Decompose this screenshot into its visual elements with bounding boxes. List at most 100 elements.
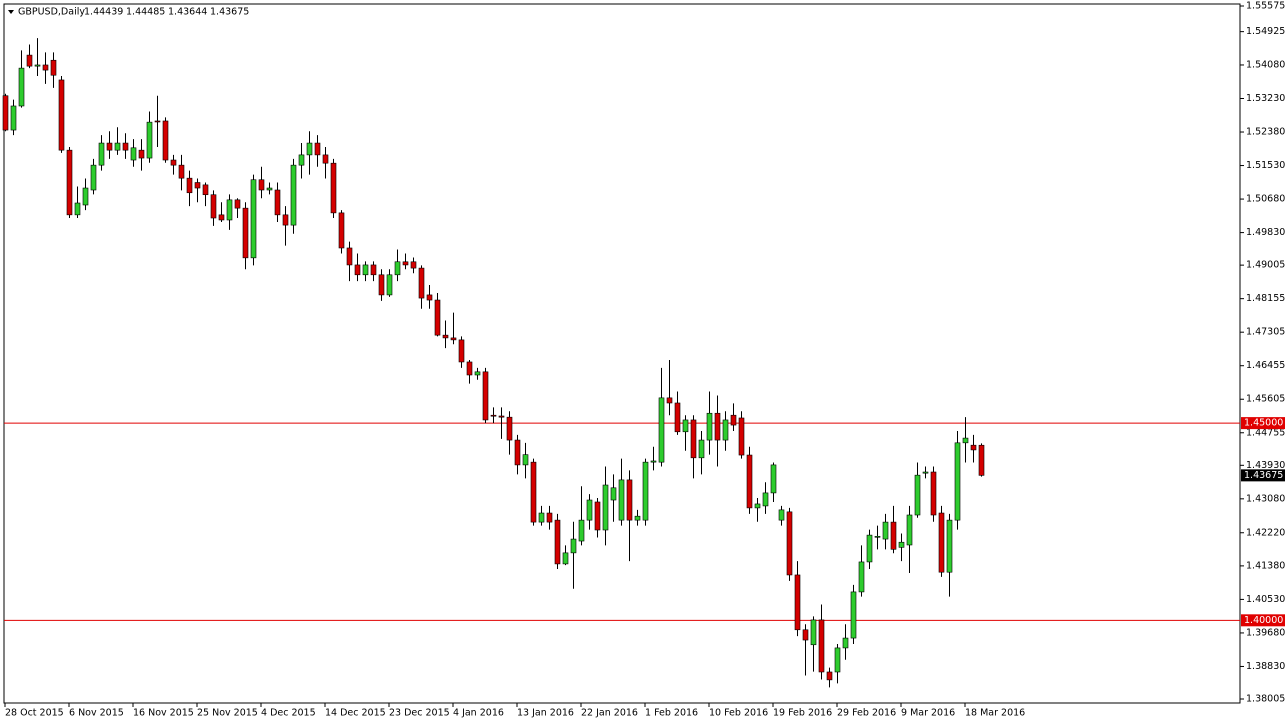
candle-body xyxy=(2,95,9,131)
y-tick-label: 1.49830 xyxy=(1246,227,1285,238)
candle-body xyxy=(754,503,761,509)
x-tick-label: 9 Mar 2016 xyxy=(901,708,955,719)
candle-body xyxy=(386,274,393,296)
candle-body xyxy=(274,189,281,216)
candle-body xyxy=(154,120,161,123)
candle-body xyxy=(882,521,889,540)
candle-body xyxy=(74,202,81,216)
candle-body xyxy=(258,179,265,191)
candle-body xyxy=(522,454,529,466)
candle-body xyxy=(874,536,881,538)
candle-body xyxy=(642,461,649,521)
menu-arrow[interactable] xyxy=(8,10,14,14)
candle-body xyxy=(786,511,793,576)
x-tick-label: 10 Feb 2016 xyxy=(709,708,768,719)
candle-body xyxy=(698,439,705,459)
candle-body xyxy=(162,120,169,161)
candle-body xyxy=(810,619,817,646)
candle-body xyxy=(250,179,257,259)
header-open: 1.44439 xyxy=(84,7,123,18)
candle-body xyxy=(202,184,209,196)
candle-body xyxy=(946,519,953,573)
candle-body xyxy=(394,261,401,276)
candle-body xyxy=(482,371,489,421)
candle-body xyxy=(42,64,49,71)
candle-body xyxy=(282,214,289,226)
y-tick-label: 1.40530 xyxy=(1246,594,1285,605)
candle-body xyxy=(66,149,73,216)
candle-body xyxy=(426,294,433,301)
candle-body xyxy=(970,444,977,451)
candle-body xyxy=(10,105,17,131)
price-tag xyxy=(1241,469,1285,482)
y-tick-label: 1.50680 xyxy=(1246,194,1285,205)
candle-body xyxy=(570,538,577,554)
x-tick-label: 16 Nov 2015 xyxy=(133,708,194,719)
candle-body xyxy=(234,199,241,209)
candle-body xyxy=(714,412,721,441)
candle-body xyxy=(354,264,361,276)
candle-body xyxy=(474,371,481,376)
candle-body xyxy=(818,619,825,673)
candle-body xyxy=(538,512,545,523)
header-low: 1.43644 xyxy=(168,7,207,18)
candle-body xyxy=(530,461,537,523)
candle-body xyxy=(490,414,497,417)
x-tick-label: 23 Dec 2015 xyxy=(389,708,450,719)
candle-body xyxy=(50,59,57,76)
candle-body xyxy=(962,437,969,444)
candle-body xyxy=(362,264,369,276)
candle-body xyxy=(306,142,313,156)
candle-body xyxy=(682,419,689,433)
candle-body xyxy=(922,471,929,474)
candle-body xyxy=(562,552,569,565)
candle-body xyxy=(730,414,737,426)
candle-body xyxy=(978,444,985,476)
candle-body xyxy=(722,419,729,441)
candle-body xyxy=(18,67,25,107)
candle-body xyxy=(170,159,177,166)
x-tick-label: 29 Feb 2016 xyxy=(837,708,896,719)
candle-body xyxy=(226,199,233,221)
y-tick-label: 1.49005 xyxy=(1246,260,1285,271)
candle-body xyxy=(442,334,449,339)
candle-body xyxy=(98,142,105,166)
y-tick-label: 1.38830 xyxy=(1246,661,1285,672)
candle-body xyxy=(194,182,201,189)
candle-body xyxy=(850,591,857,639)
x-tick-label: 18 Mar 2016 xyxy=(965,708,1025,719)
candle-body xyxy=(290,164,297,226)
y-tick-label: 1.54925 xyxy=(1246,26,1285,37)
candle-body xyxy=(546,512,553,523)
candle-body xyxy=(466,361,473,376)
candle-body xyxy=(650,460,657,463)
candle-body xyxy=(26,54,33,67)
candle-body xyxy=(314,142,321,156)
y-tick-label: 1.53230 xyxy=(1246,93,1285,104)
candle-body xyxy=(186,177,193,194)
candle-body xyxy=(378,274,385,296)
candle-body xyxy=(210,194,217,219)
candle-body xyxy=(90,164,97,191)
candle-body xyxy=(762,492,769,507)
candle-body xyxy=(218,214,225,221)
y-tick-label: 1.39680 xyxy=(1246,627,1285,638)
candle-body xyxy=(706,412,713,441)
y-tick-label: 1.52380 xyxy=(1246,127,1285,138)
candle-body xyxy=(554,519,561,565)
candle-body xyxy=(674,402,681,433)
candle-body xyxy=(58,79,65,151)
candle-body xyxy=(418,267,425,299)
candle-body xyxy=(450,337,457,341)
x-tick-label: 4 Dec 2015 xyxy=(261,708,316,719)
y-tick-label: 1.51530 xyxy=(1246,160,1285,171)
candle-body xyxy=(138,149,145,159)
candle-body xyxy=(658,397,665,463)
candle-body xyxy=(298,154,305,166)
candle-body xyxy=(770,464,777,494)
candle-body xyxy=(330,162,337,214)
candle-body xyxy=(906,514,913,546)
candle-body xyxy=(122,142,129,151)
y-tick-label: 1.38005 xyxy=(1246,694,1285,705)
